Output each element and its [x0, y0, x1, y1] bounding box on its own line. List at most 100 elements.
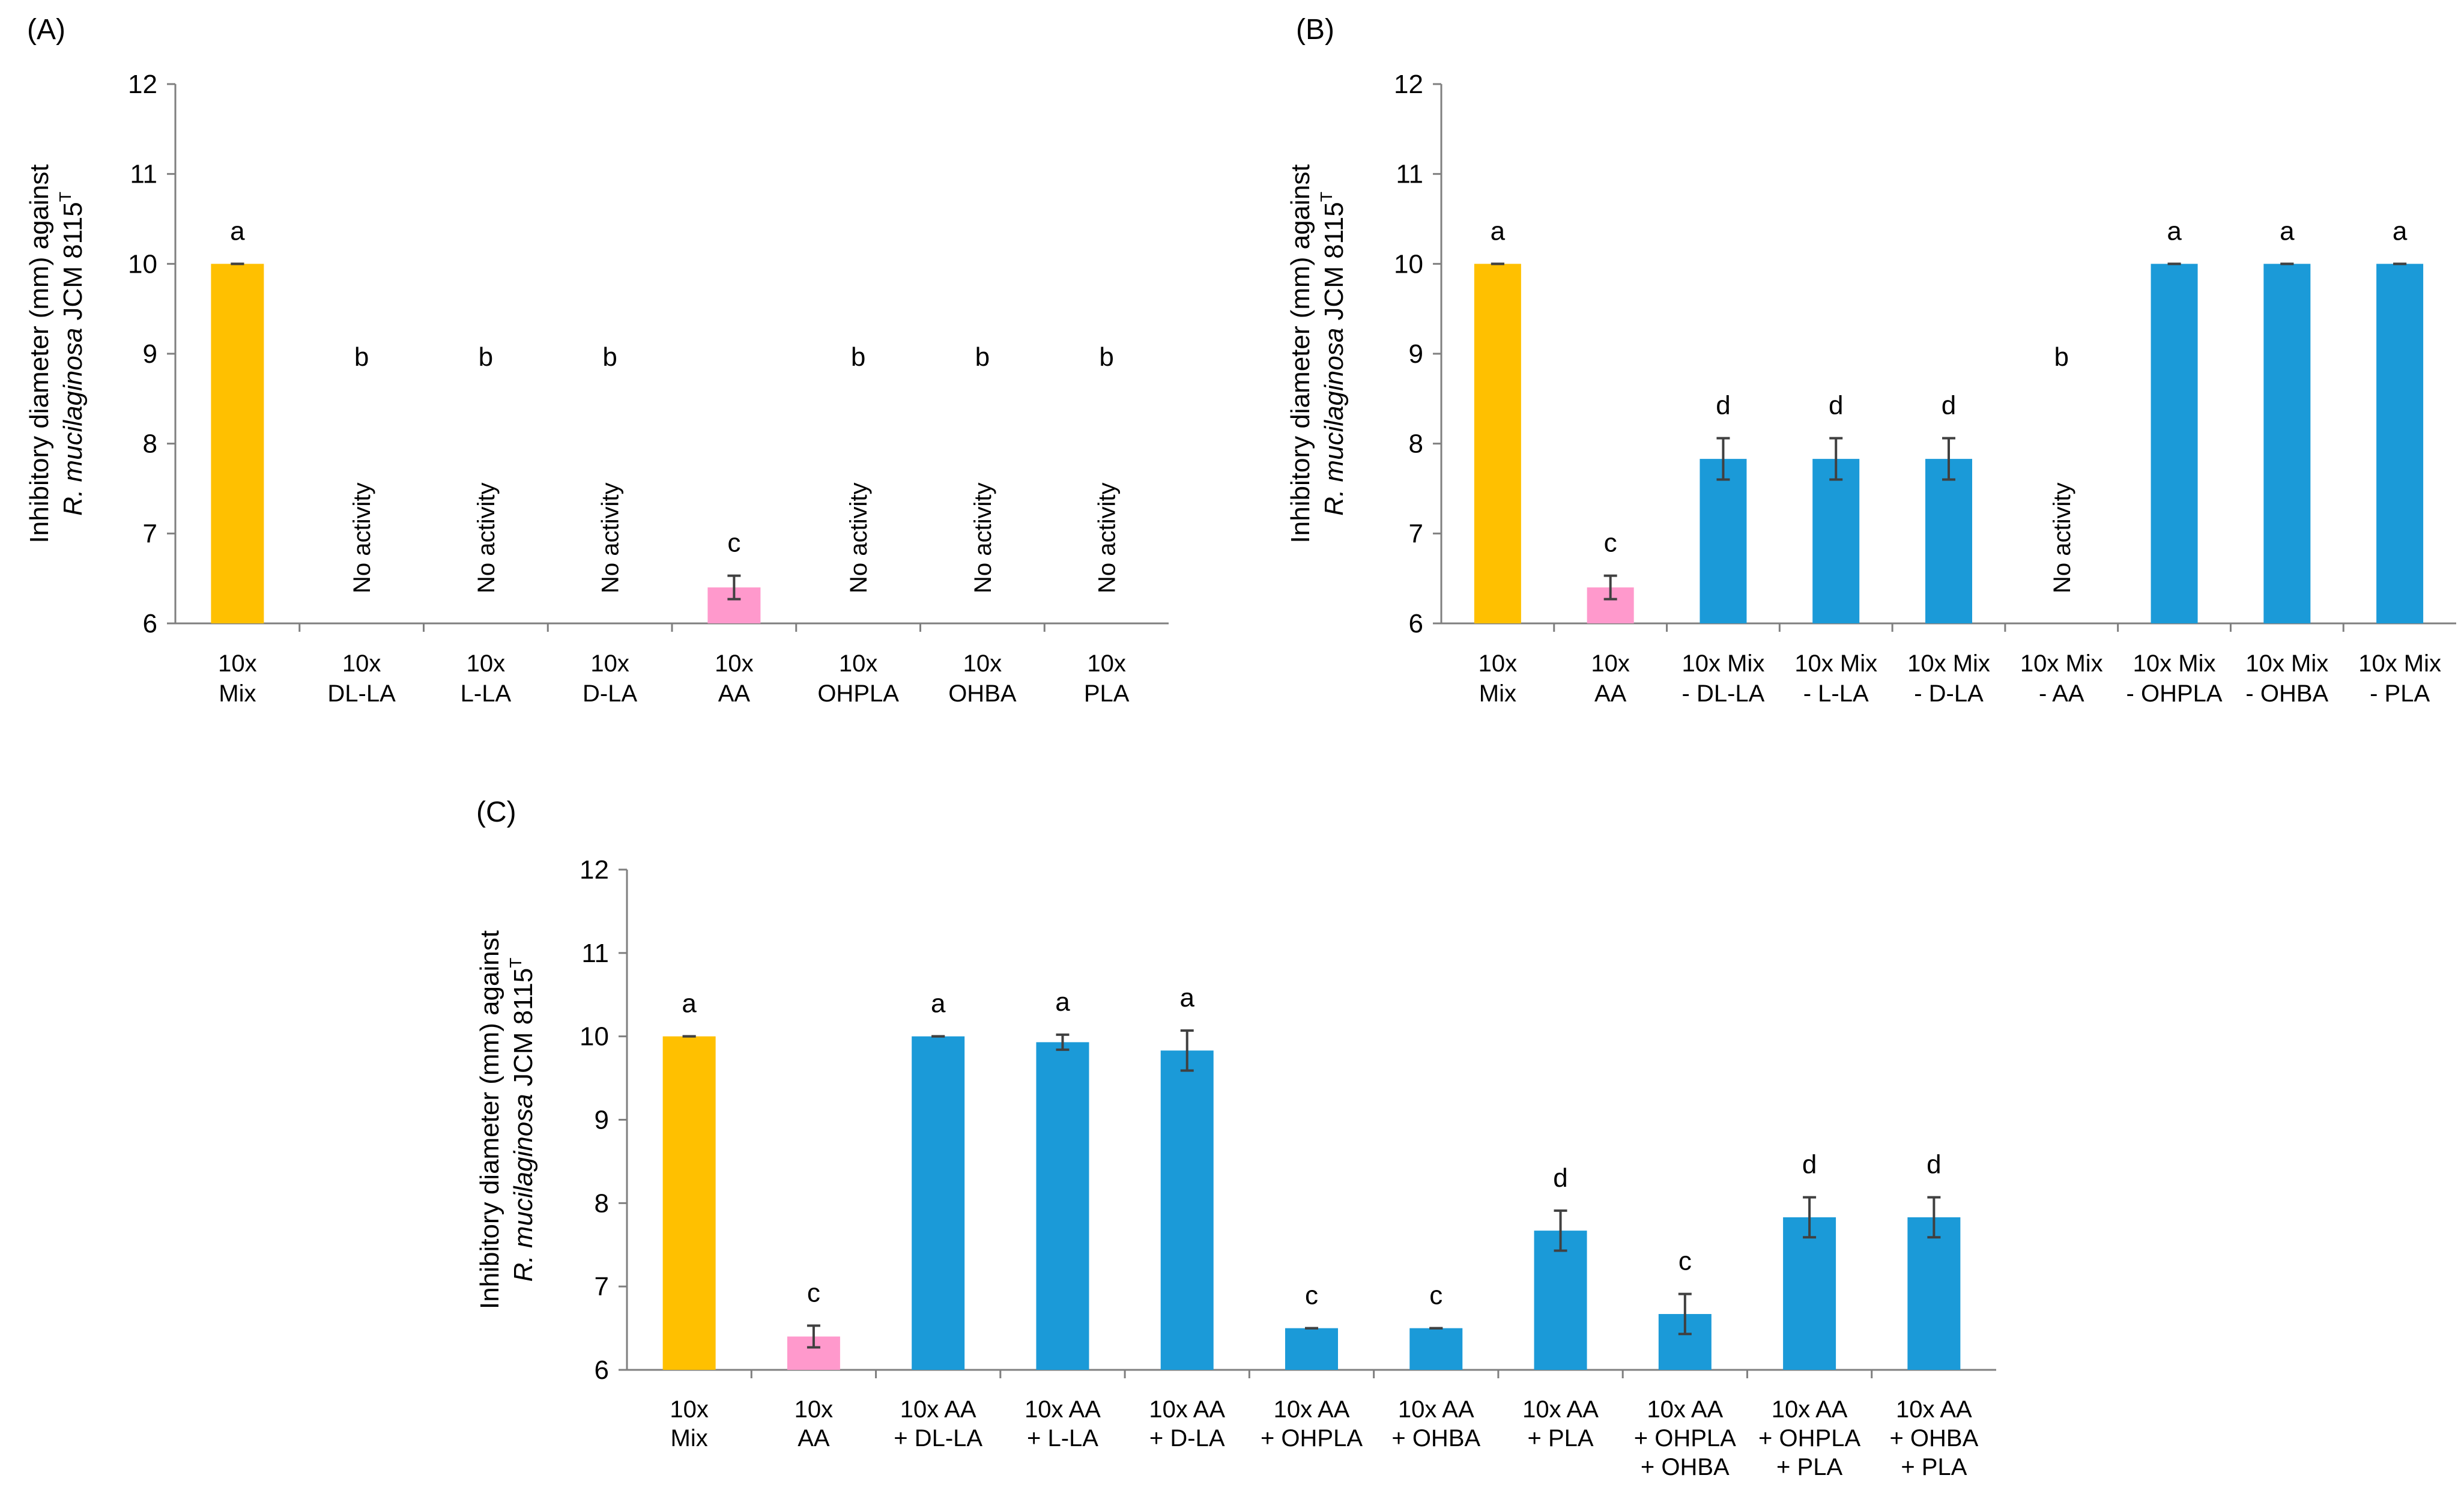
- significance-letter: c: [807, 1278, 820, 1307]
- significance-letter: c: [1429, 1281, 1442, 1310]
- y-tick-label: 12: [1394, 70, 1423, 99]
- y-tick-label: 10: [128, 249, 157, 279]
- significance-letter: a: [1055, 987, 1070, 1017]
- significance-letter: d: [1553, 1163, 1567, 1193]
- y-tick-label: 12: [580, 855, 609, 885]
- y-tick-label: 7: [595, 1272, 609, 1301]
- bar: [662, 1036, 716, 1370]
- significance-letter: b: [975, 342, 990, 372]
- significance-letter: a: [1179, 983, 1194, 1013]
- y-tick-label: 10: [1394, 249, 1423, 279]
- bar: [1160, 1050, 1214, 1370]
- x-tick-label: 10x AA: [1591, 650, 1630, 707]
- panel-label: (B): [1296, 14, 1334, 46]
- no-activity-label: No activity: [1094, 483, 1121, 594]
- significance-letter: b: [602, 342, 617, 372]
- no-activity-label: No activity: [846, 483, 872, 594]
- x-tick-label: 10x L-LA: [461, 650, 512, 707]
- y-axis-title: Inhibitory diameter (mm) against R. mucil…: [1286, 165, 1349, 544]
- significance-letter: b: [354, 342, 369, 372]
- panel-label: (A): [27, 14, 65, 46]
- y-axis-title: Inhibitory diameter (mm) against R. mucil…: [25, 165, 88, 544]
- significance-letter: c: [727, 528, 740, 558]
- significance-letter: b: [479, 342, 493, 372]
- bar: [1783, 1217, 1836, 1370]
- x-tick-label: 10x Mix - D-LA: [1907, 650, 1990, 707]
- no-activity-label: No activity: [970, 483, 996, 594]
- x-tick-label: 10x AA + L-LA: [1025, 1396, 1101, 1452]
- x-tick-label: 10x Mix - PLA: [2358, 650, 2441, 707]
- bar: [2151, 264, 2198, 623]
- bar: [912, 1036, 965, 1370]
- y-tick-label: 6: [143, 609, 157, 638]
- significance-letter: a: [2167, 216, 2182, 246]
- no-activity-label: No activity: [2049, 483, 2075, 594]
- x-tick-label: 10x AA + OHBA: [1391, 1396, 1480, 1452]
- y-tick-label: 11: [1396, 160, 1423, 189]
- bar: [1907, 1217, 1961, 1370]
- x-tick-label: 10x AA + OHPLA + OHBA: [1634, 1396, 1736, 1480]
- significance-letter: d: [1829, 391, 1843, 420]
- no-activity-label: No activity: [598, 483, 624, 594]
- y-tick-label: 9: [595, 1106, 609, 1135]
- significance-letter: b: [2054, 342, 2069, 372]
- y-tick-label: 6: [1409, 609, 1423, 638]
- bar: [1812, 459, 1860, 623]
- significance-letter: a: [230, 216, 245, 246]
- y-tick-label: 8: [143, 429, 157, 459]
- bar: [2263, 264, 2311, 623]
- y-tick-label: 11: [130, 160, 157, 189]
- significance-letter: b: [1099, 342, 1113, 372]
- x-tick-label: 10x Mix - OHPLA: [2126, 650, 2223, 707]
- y-tick-label: 7: [143, 519, 157, 548]
- x-tick-label: 10x Mix - OHBA: [2245, 650, 2328, 707]
- bar: [211, 264, 264, 623]
- significance-letter: d: [1716, 391, 1730, 420]
- y-tick-label: 9: [143, 339, 157, 369]
- y-tick-label: 12: [128, 70, 157, 99]
- y-tick-label: 9: [1409, 339, 1423, 369]
- y-tick-label: 8: [595, 1189, 609, 1218]
- x-tick-label: 10x Mix: [1479, 650, 1518, 707]
- significance-letter: c: [1604, 528, 1617, 558]
- bar: [1925, 459, 1972, 623]
- y-tick-label: 7: [1409, 519, 1423, 548]
- x-tick-label: 10x AA + OHPLA: [1261, 1396, 1363, 1452]
- x-tick-label: 10x D-LA: [583, 650, 637, 707]
- y-tick-label: 10: [580, 1022, 609, 1052]
- bar: [1474, 264, 1521, 623]
- no-activity-label: No activity: [349, 483, 375, 594]
- chart-panel-b: (B) 6 7 8 9 10 11 12 Inhibitory diameter (mm) ag…: [1286, 14, 2456, 707]
- significance-letter: a: [2280, 216, 2295, 246]
- significance-letter: a: [2393, 216, 2408, 246]
- significance-letter: a: [931, 989, 946, 1019]
- x-tick-label: 10x Mix: [670, 1396, 709, 1452]
- bar: [1534, 1231, 1587, 1370]
- x-tick-label: 10x DL-LA: [327, 650, 396, 707]
- y-axis-title: Inhibitory diameter (mm) against R. mucil…: [475, 930, 538, 1309]
- y-tick-label: 11: [581, 939, 609, 968]
- x-tick-label: 10x OHPLA: [817, 650, 899, 707]
- x-tick-label: 10x AA + DL-LA: [894, 1396, 982, 1452]
- x-tick-label: 10x Mix: [218, 650, 257, 707]
- x-tick-label: 10x OHBA: [948, 650, 1017, 707]
- chart-panel-a: (A) 6 7 8 9 10 11 12 Inhibitory diameter (mm) ag…: [25, 14, 1169, 707]
- panel-label: (C): [476, 796, 516, 828]
- y-tick-label: 6: [595, 1355, 609, 1385]
- bar: [1285, 1328, 1338, 1370]
- significance-letter: d: [1927, 1150, 1941, 1179]
- x-tick-label: 10x AA + OHBA + PLA: [1889, 1396, 1978, 1480]
- bar: [1700, 459, 1747, 623]
- bar: [2376, 264, 2424, 623]
- significance-letter: d: [1802, 1150, 1817, 1179]
- x-tick-label: 10x AA + OHPLA + PLA: [1758, 1396, 1860, 1480]
- y-tick-label: 8: [1409, 429, 1423, 459]
- x-tick-label: 10x AA + PLA: [1522, 1396, 1599, 1452]
- bar: [1409, 1328, 1463, 1370]
- significance-letter: a: [1491, 216, 1506, 246]
- no-activity-label: No activity: [473, 483, 500, 594]
- significance-letter: c: [1305, 1281, 1318, 1310]
- significance-letter: d: [1942, 391, 1956, 420]
- chart-panel-c: (C) 6 7 8 9 10 11 12 Inhibitory diameter (mm) ag…: [475, 796, 1996, 1480]
